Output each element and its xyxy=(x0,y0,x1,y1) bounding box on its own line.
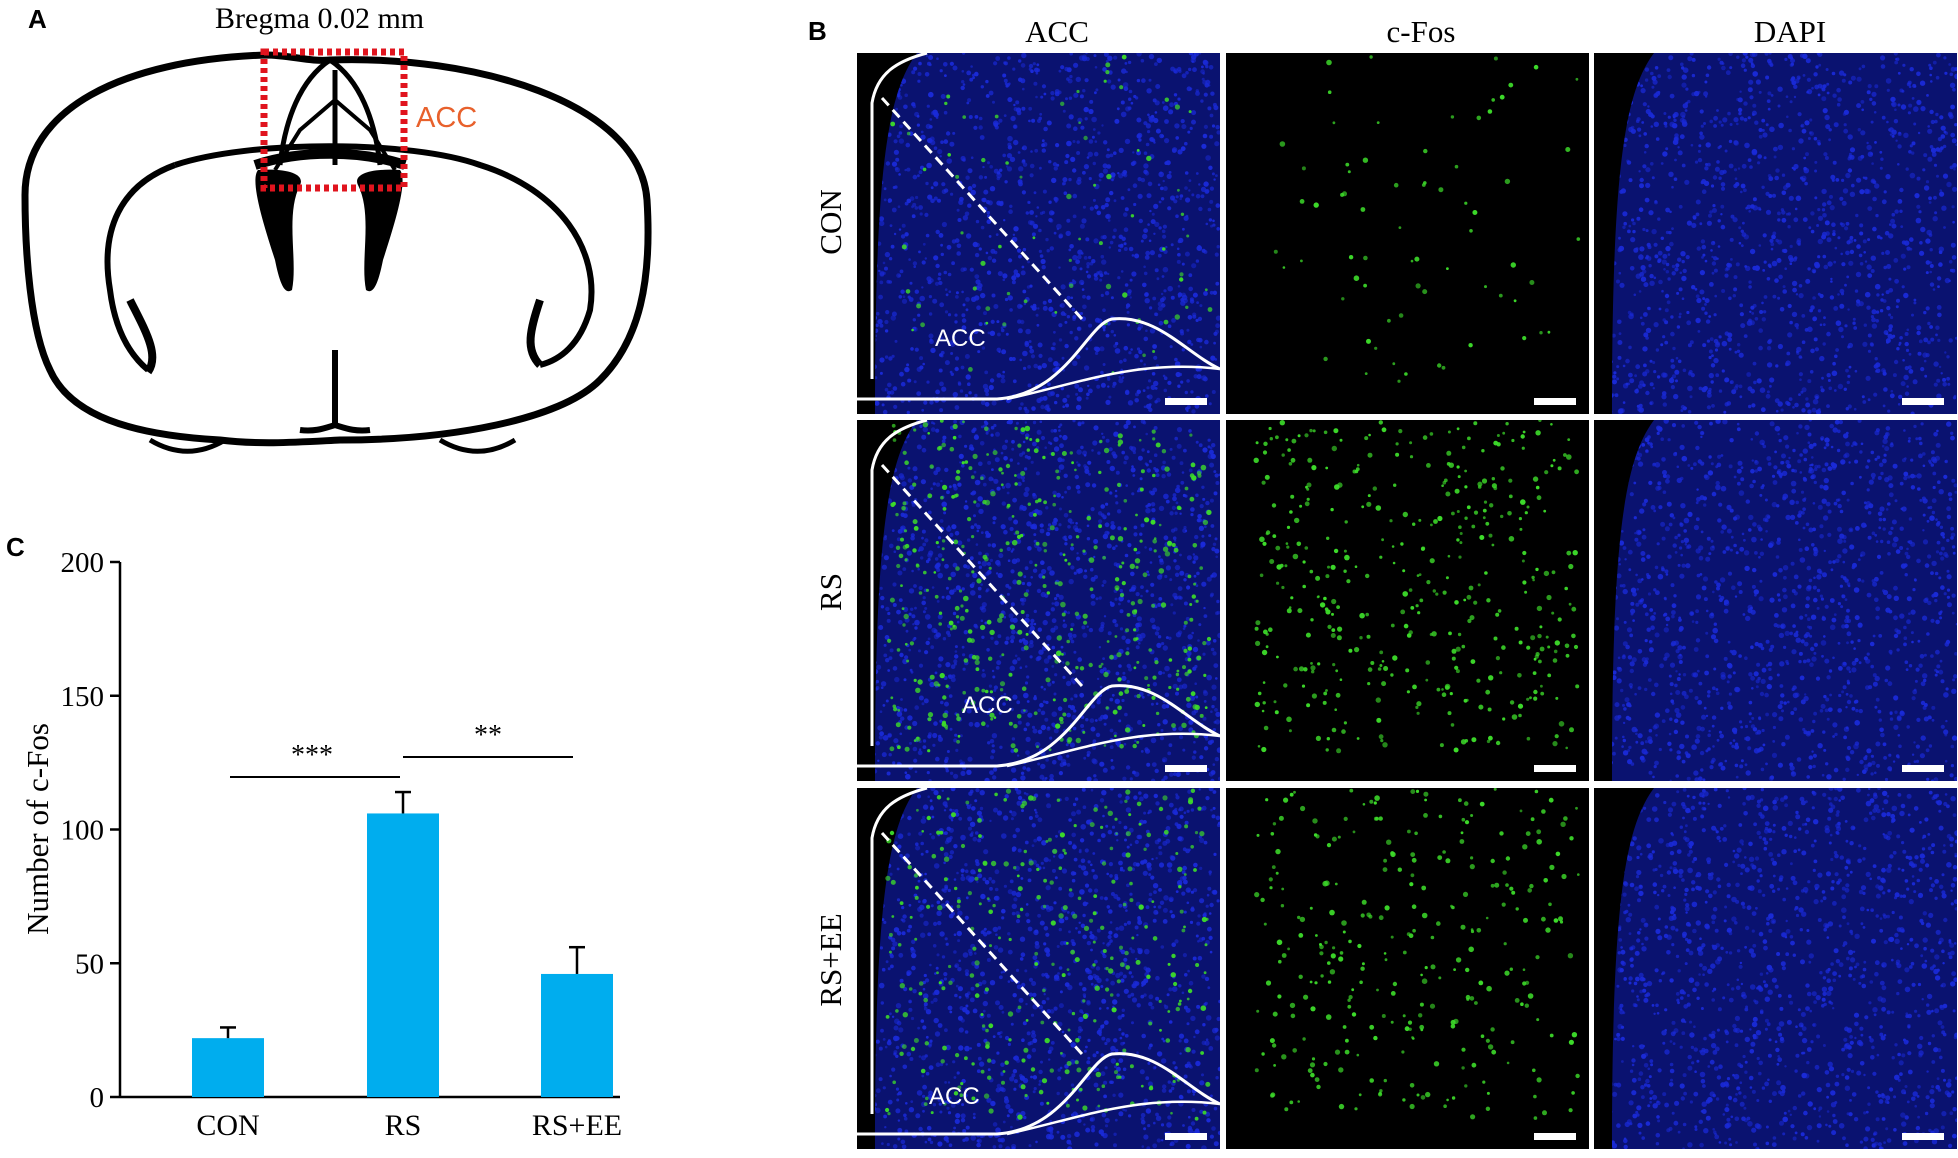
scale-bar xyxy=(1165,398,1207,405)
y-tick-label: 50 xyxy=(75,948,104,980)
panel-b-letter: B xyxy=(808,16,827,46)
acc-roi-box xyxy=(260,48,408,192)
panel-c-letter: C xyxy=(6,532,25,562)
left-ventricle xyxy=(255,169,301,292)
y-tick-label: 150 xyxy=(61,681,105,713)
micrograph-con-acc: ACC xyxy=(857,53,1220,414)
brain-section-diagram xyxy=(21,48,652,454)
scale-bar xyxy=(1534,765,1576,772)
bottom-midline xyxy=(299,350,371,434)
scale-bar xyxy=(1534,398,1576,405)
row-label-rs: RS xyxy=(813,573,848,611)
y-tick-label: 200 xyxy=(61,547,105,579)
micrograph-rs-acc: ACC xyxy=(857,420,1220,781)
scale-bar xyxy=(1165,765,1207,772)
bar-con xyxy=(192,1038,264,1097)
column-header-acc: ACC xyxy=(1025,14,1089,49)
micrograph-rsee-cfos xyxy=(1226,788,1589,1149)
y-axis-label: Number of c-Fos xyxy=(20,723,55,935)
significance-label-rs-rsee: ** xyxy=(474,720,502,751)
significance-label-con-rs: *** xyxy=(291,740,333,771)
bregma-title: Bregma 0.02 mm xyxy=(215,2,425,35)
column-header-cfos: c-Fos xyxy=(1386,14,1456,49)
x-tick-label: RS+EE xyxy=(532,1109,622,1142)
scale-bar xyxy=(1902,398,1944,405)
midline-structure xyxy=(277,57,383,166)
brain-inner-ring xyxy=(174,143,595,368)
scale-bar xyxy=(1902,765,1944,772)
acc-region-label: ACC xyxy=(929,1083,980,1110)
micrograph-con-dapi xyxy=(1594,53,1957,414)
acc-region-label: ACC xyxy=(962,692,1013,719)
bar-rs xyxy=(367,813,439,1097)
micrograph-rs-dapi xyxy=(1594,420,1957,781)
row-label-rsee: RS+EE xyxy=(813,913,848,1007)
micrograph-rsee-acc: ACC xyxy=(857,788,1220,1149)
panel-a-letter: A xyxy=(28,4,47,34)
brain-outer-outline xyxy=(21,51,652,447)
y-tick-label: 0 xyxy=(90,1082,105,1114)
column-header-dapi: DAPI xyxy=(1753,14,1827,49)
scale-bar xyxy=(1165,1133,1207,1140)
acc-region-label: ACC xyxy=(935,325,986,352)
x-tick-label: CON xyxy=(196,1109,259,1142)
micrograph-con-cfos xyxy=(1226,53,1589,414)
x-tick-label: RS xyxy=(385,1109,422,1142)
right-ventricle xyxy=(357,169,403,292)
micrograph-rsee-dapi xyxy=(1594,788,1957,1149)
scale-bar xyxy=(1902,1133,1944,1140)
scale-bar xyxy=(1534,1133,1576,1140)
micrograph-rs-cfos xyxy=(1226,420,1589,781)
bar-rs-ee xyxy=(541,973,613,1097)
acc-region-label: ACC xyxy=(416,102,478,134)
y-tick-label: 100 xyxy=(61,815,105,847)
row-label-con: CON xyxy=(813,189,848,255)
